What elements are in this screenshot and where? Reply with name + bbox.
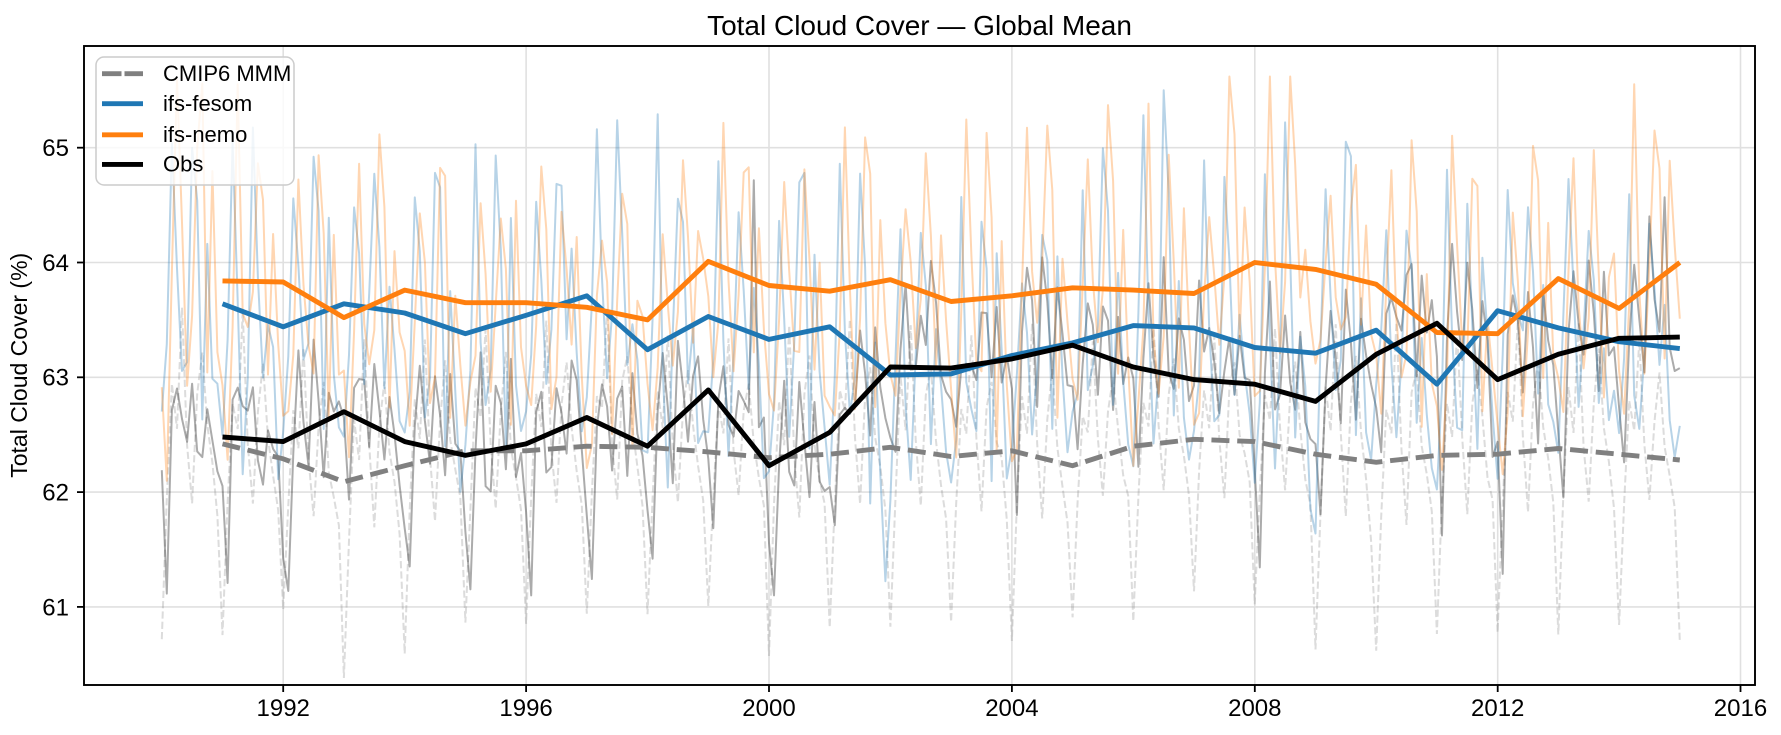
- svg-text:Total Cloud Cover (%): Total Cloud Cover (%): [6, 253, 32, 478]
- svg-text:CMIP6 MMM: CMIP6 MMM: [163, 61, 291, 86]
- svg-text:2004: 2004: [985, 695, 1038, 722]
- svg-text:2008: 2008: [1228, 695, 1281, 722]
- svg-text:65: 65: [42, 135, 69, 162]
- svg-text:2012: 2012: [1471, 695, 1524, 722]
- svg-text:61: 61: [42, 594, 69, 621]
- svg-text:63: 63: [42, 365, 69, 392]
- svg-text:2016: 2016: [1714, 695, 1767, 722]
- svg-text:2000: 2000: [742, 695, 795, 722]
- svg-text:Total Cloud Cover — Global Mea: Total Cloud Cover — Global Mean: [707, 10, 1132, 41]
- svg-text:62: 62: [42, 480, 69, 507]
- svg-text:ifs-nemo: ifs-nemo: [163, 122, 247, 147]
- svg-text:Obs: Obs: [163, 152, 203, 177]
- svg-text:1992: 1992: [257, 695, 310, 722]
- svg-text:1996: 1996: [499, 695, 552, 722]
- svg-text:ifs-fesom: ifs-fesom: [163, 91, 252, 116]
- svg-text:64: 64: [42, 250, 69, 277]
